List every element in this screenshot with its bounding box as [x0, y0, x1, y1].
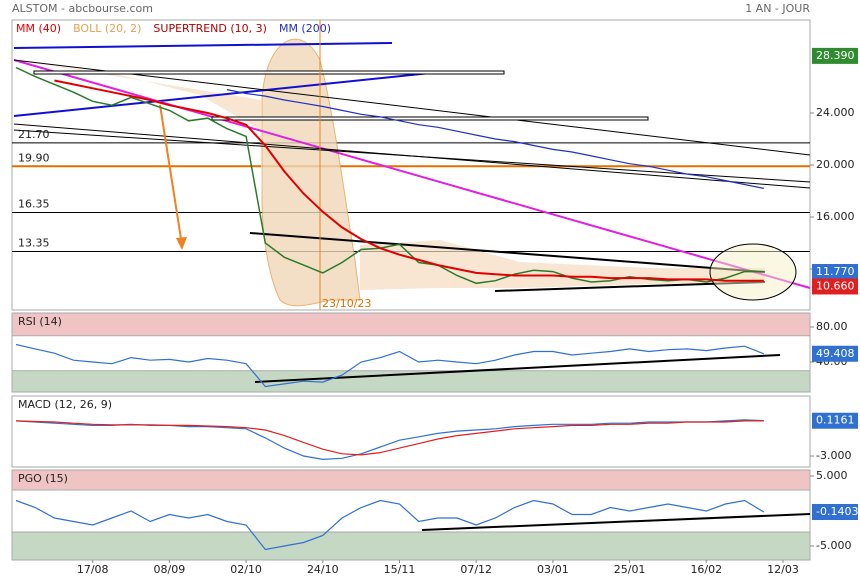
series-line	[226, 89, 764, 189]
oversold-zone	[11, 370, 811, 393]
trend-line	[13, 59, 811, 156]
annotation: 23/10/23	[322, 297, 371, 310]
x-tick-label: 24/10	[307, 563, 339, 576]
value-tag-label: 10.660	[816, 279, 855, 292]
trend-line	[13, 71, 441, 117]
series-line	[15, 420, 764, 456]
arrow-head	[176, 237, 187, 250]
trend-line	[13, 129, 811, 183]
level-label: 21.70	[18, 128, 50, 141]
x-tick-label: 08/09	[154, 563, 186, 576]
arrow	[159, 104, 183, 246]
y-tick-label: 80.00	[816, 320, 848, 333]
oversold-zone	[11, 531, 811, 561]
legend-entry: MM (200)	[279, 22, 331, 35]
x-tick-label: 12/03	[767, 563, 799, 576]
series-line	[54, 79, 764, 282]
x-tick-label: 07/12	[460, 563, 492, 576]
value-tag	[812, 412, 858, 429]
value-tag	[812, 345, 858, 362]
bollinger-band-early	[14, 60, 262, 200]
panel-title: RSI (14)	[18, 315, 62, 328]
trend-line	[13, 59, 811, 289]
trend-line	[249, 232, 766, 273]
value-tag-label: -0.1403	[816, 505, 858, 518]
x-tick-label: 02/10	[230, 563, 262, 576]
resistance-box	[211, 116, 649, 121]
value-tag	[812, 264, 858, 281]
y-tick-label: 5.000	[816, 469, 848, 482]
y-tick-label: -5.000	[816, 539, 851, 552]
page-title: ALSTOM - abcbourse.com	[12, 2, 153, 15]
level-label: 19.90	[18, 151, 50, 164]
level-label: 16.35	[18, 197, 50, 210]
panel-title: MACD (12, 26, 9)	[18, 398, 112, 411]
y-tick-label: 20.000	[816, 158, 855, 171]
x-tick-label: 17/08	[77, 563, 109, 576]
trend-line	[13, 42, 393, 49]
value-tag	[812, 47, 858, 64]
legend-entry: BOLL (20, 2)	[73, 22, 141, 35]
y-tick-label: 16.000	[816, 210, 855, 223]
x-tick-label: 03/01	[537, 563, 569, 576]
level-label: 13.35	[18, 236, 50, 249]
x-tick-label: 25/01	[614, 563, 646, 576]
resistance-box	[33, 70, 505, 75]
decorations	[13, 20, 811, 531]
trend-line	[254, 354, 781, 383]
value-tag-label: 11.770	[816, 265, 855, 278]
y-tick-label: 24.000	[816, 106, 855, 119]
series-line	[15, 499, 765, 551]
x-tick-label: 15/11	[384, 563, 416, 576]
value-tag	[812, 503, 858, 520]
overbought-zone	[11, 312, 811, 337]
panel-title: PGO (15)	[18, 472, 68, 485]
overbought-zone	[11, 469, 811, 491]
x-tick-label: 16/02	[690, 563, 722, 576]
period: 1 AN - JOUR	[745, 2, 810, 15]
value-tag	[812, 278, 858, 295]
trend-line	[421, 513, 811, 531]
legend-entry: MM (40)	[16, 22, 61, 35]
panel	[11, 395, 811, 468]
value-tag-label: 49.408	[816, 347, 855, 360]
value-tag-label: 0.1161	[816, 414, 855, 427]
value-tag-label: 28.390	[816, 49, 855, 62]
y-tick-label: -3.000	[816, 449, 851, 462]
series-line	[15, 343, 765, 388]
legend-entry: SUPERTREND (10, 3)	[153, 22, 267, 35]
